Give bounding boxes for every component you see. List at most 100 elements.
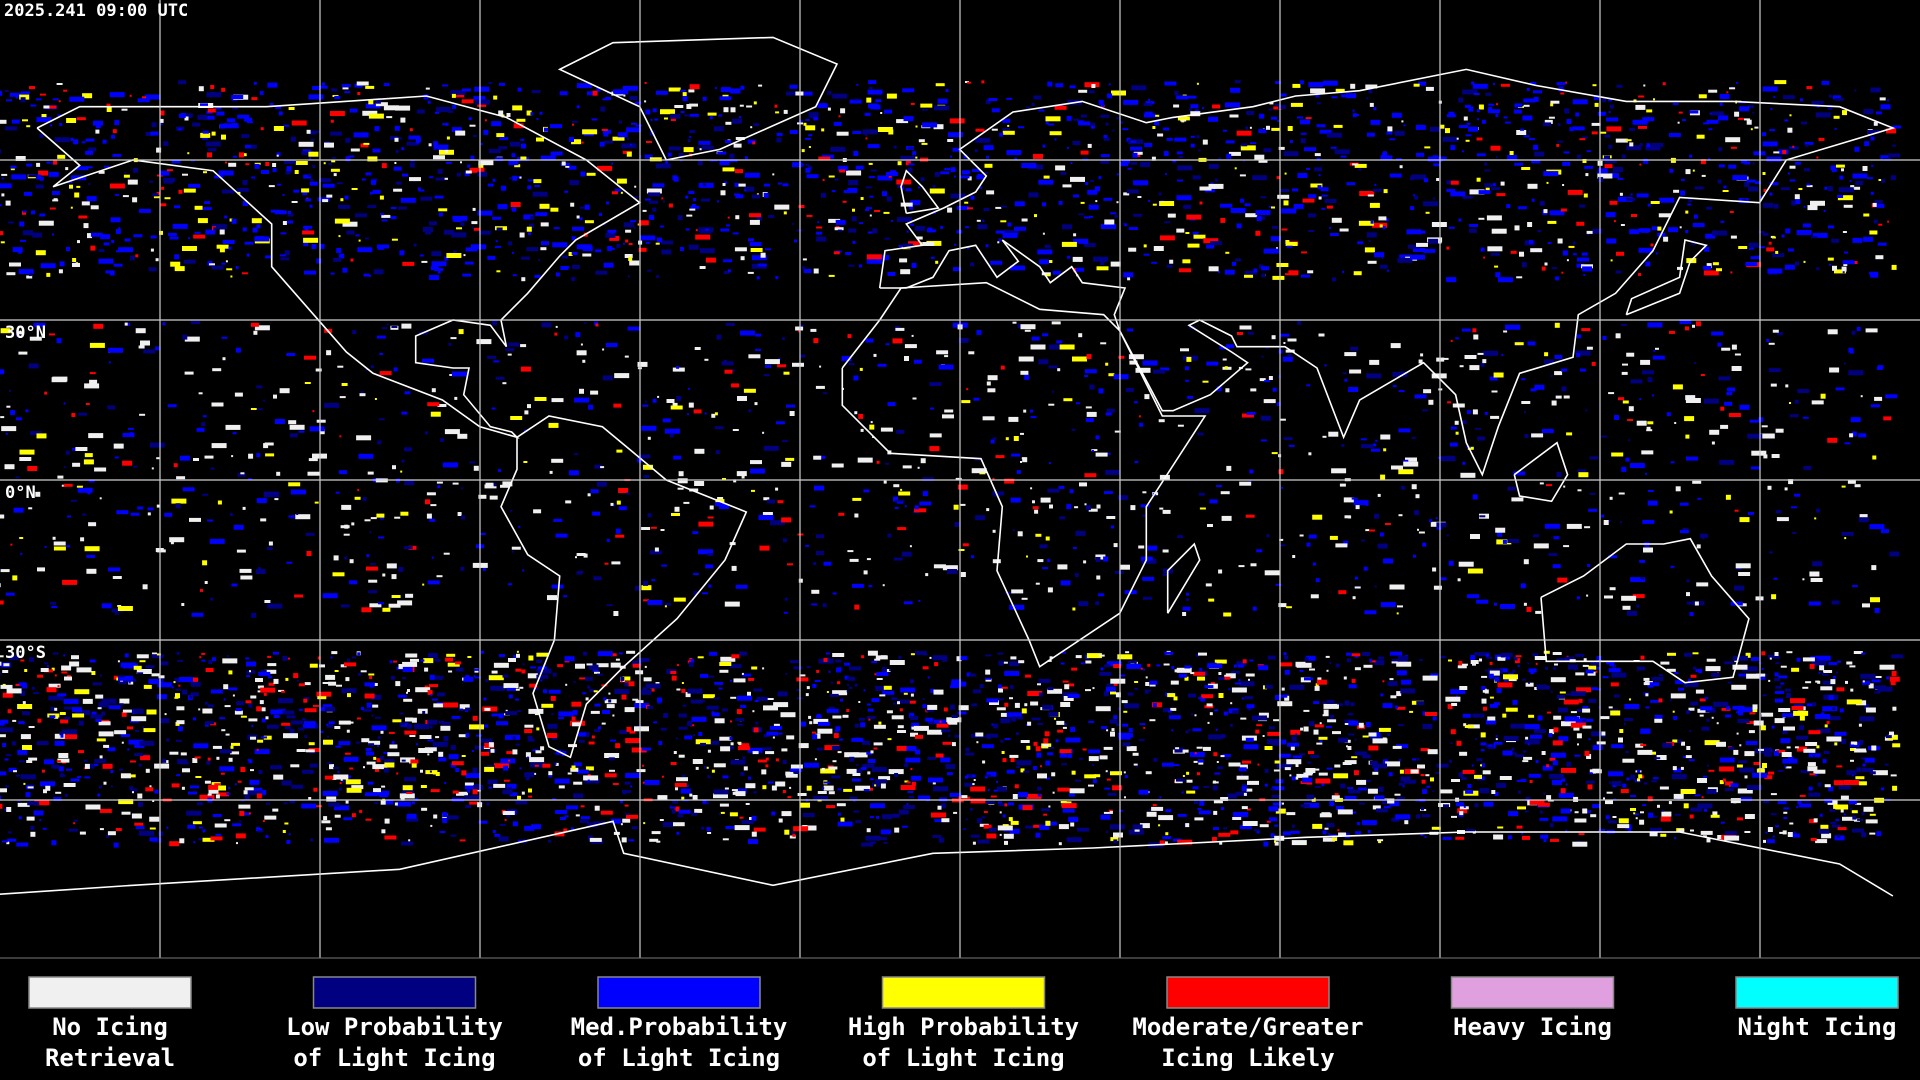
icing-pixel	[756, 193, 759, 196]
icing-pixel	[1790, 698, 1805, 704]
icing-pixel	[742, 756, 746, 760]
icing-pixel	[1810, 837, 1817, 841]
icing-pixel	[1870, 191, 1874, 195]
icing-pixel	[463, 676, 474, 682]
icing-pixel	[484, 766, 495, 772]
icing-pixel	[659, 819, 664, 821]
icing-pixel	[1307, 270, 1314, 274]
icing-pixel	[1484, 689, 1489, 694]
icing-pixel	[1296, 662, 1312, 668]
icing-pixel	[401, 677, 406, 679]
icing-pixel	[620, 800, 624, 804]
icing-pixel	[909, 205, 914, 210]
icing-pixel	[58, 766, 64, 772]
icing-pixel	[1409, 710, 1414, 713]
icing-pixel	[529, 757, 545, 763]
icing-pixel	[934, 819, 944, 823]
icing-pixel	[821, 128, 825, 132]
icing-pixel	[526, 226, 532, 232]
icing-pixel	[1190, 135, 1195, 138]
icing-pixel	[63, 654, 66, 657]
icing-pixel	[0, 90, 3, 96]
icing-pixel	[498, 836, 509, 842]
icing-pixel	[1706, 206, 1713, 210]
icing-pixel	[43, 759, 54, 765]
icing-pixel	[1795, 261, 1799, 266]
icing-pixel	[1055, 739, 1059, 743]
icing-pixel	[1887, 734, 1898, 740]
icing-pixel	[711, 769, 715, 773]
icing-pixel	[1536, 684, 1547, 690]
icing-pixel	[1079, 757, 1084, 760]
icing-pixel	[1113, 839, 1118, 844]
icing-pixel	[1738, 710, 1744, 716]
icing-pixel	[848, 686, 853, 689]
icing-pixel	[714, 718, 725, 724]
icing-pixel	[520, 156, 527, 160]
icing-pixel	[137, 672, 144, 675]
icing-pixel	[155, 258, 159, 262]
icing-pixel	[492, 216, 502, 220]
icing-pixel	[1458, 772, 1464, 778]
icing-pixel	[0, 671, 1, 676]
icing-pixel	[1196, 746, 1203, 749]
icing-pixel	[289, 800, 296, 804]
icing-pixel	[835, 726, 841, 732]
icing-pixel	[953, 811, 958, 814]
icing-pixel	[1329, 715, 1334, 720]
icing-pixel	[492, 829, 496, 833]
icing-pixel	[1151, 261, 1158, 264]
icing-pixel	[1071, 667, 1078, 671]
icing-pixel	[221, 87, 226, 92]
icing-pixel	[1774, 678, 1781, 681]
icing-pixel	[1030, 701, 1039, 706]
icing-pixel	[1228, 688, 1231, 691]
icing-pixel	[775, 781, 786, 787]
icing-pixel	[777, 691, 788, 697]
icing-pixel	[817, 103, 828, 109]
icing-pixel	[1610, 259, 1613, 262]
icing-pixel	[64, 716, 71, 720]
icing-pixel	[1435, 771, 1440, 774]
icing-pixel	[898, 655, 902, 659]
icing-pixel	[532, 687, 539, 690]
icing-pixel	[1693, 214, 1698, 219]
icing-pixel	[1316, 742, 1323, 745]
icing-pixel	[1540, 834, 1549, 839]
icing-pixel	[330, 119, 334, 123]
icing-pixel	[98, 721, 111, 726]
icing-pixel	[996, 780, 998, 783]
icing-pixel	[1192, 786, 1199, 790]
icing-pixel	[1861, 652, 1866, 655]
icing-pixel	[705, 257, 716, 263]
icing-pixel	[595, 270, 608, 275]
icing-pixel	[984, 163, 993, 168]
icing-pixel	[904, 763, 909, 768]
icing-pixel	[1741, 160, 1748, 164]
icing-pixel	[1335, 88, 1345, 92]
icing-pixel	[309, 763, 318, 768]
icing-pixel	[1382, 680, 1385, 683]
icing-pixel	[1867, 130, 1880, 134]
icing-pixel	[535, 750, 542, 754]
icing-pixel	[263, 735, 272, 740]
icing-pixel	[1347, 713, 1354, 716]
icing-pixel	[296, 749, 306, 752]
icing-pixel	[781, 748, 788, 752]
icing-pixel	[1176, 667, 1192, 673]
icing-pixel	[1465, 139, 1470, 142]
icing-pixel	[606, 201, 609, 205]
icing-pixel	[1552, 740, 1563, 746]
icing-pixel	[295, 161, 308, 165]
icing-pixel	[1834, 127, 1837, 130]
icing-pixel	[308, 94, 324, 100]
icing-pixel	[962, 828, 967, 831]
icing-pixel	[1014, 702, 1020, 708]
icing-pixel	[160, 661, 169, 666]
icing-pixel	[915, 125, 918, 128]
icing-pixel	[732, 232, 739, 235]
icing-pixel	[451, 127, 462, 133]
icing-pixel	[643, 822, 646, 825]
icing-pixel	[261, 736, 267, 739]
icing-pixel	[1174, 669, 1181, 673]
